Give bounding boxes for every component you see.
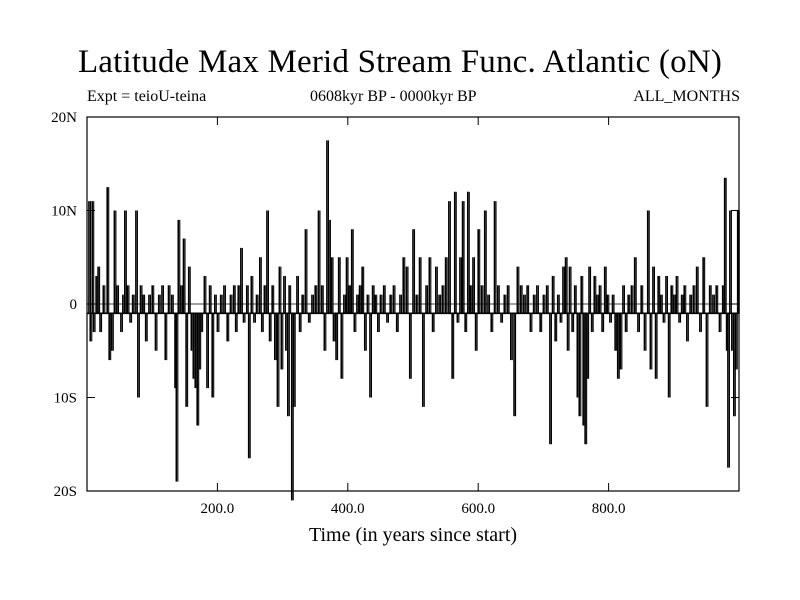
x-tick-labels: 200.0 400.0 600.0 800.0 [201, 501, 626, 517]
y-tick-label: 10N [51, 204, 77, 220]
series-line [87, 140, 740, 501]
plot-frame [86, 116, 740, 492]
y-tick-label: 20S [54, 484, 77, 500]
chart-title: Latitude Max Merid Stream Func. Atlantic… [77, 44, 723, 80]
y-tick-label: 10S [54, 391, 77, 407]
experiment-label: Expt = teioU-teina [87, 88, 207, 105]
period-label: 0608kyr BP - 0000kyr BP [310, 88, 477, 105]
y-tick-labels: 20S 10S 0 10N 20N [51, 110, 77, 500]
y-tick-label: 0 [70, 297, 78, 313]
y-tick-label: 20N [51, 110, 77, 126]
x-tick-label: 400.0 [331, 501, 365, 517]
x-tick-label: 600.0 [461, 501, 495, 517]
season-label: ALL_MONTHS [633, 88, 740, 105]
x-axis-label: Time (in years since start) [308, 524, 518, 546]
x-tick-label: 800.0 [592, 501, 626, 517]
x-tick-label: 200.0 [201, 501, 235, 517]
